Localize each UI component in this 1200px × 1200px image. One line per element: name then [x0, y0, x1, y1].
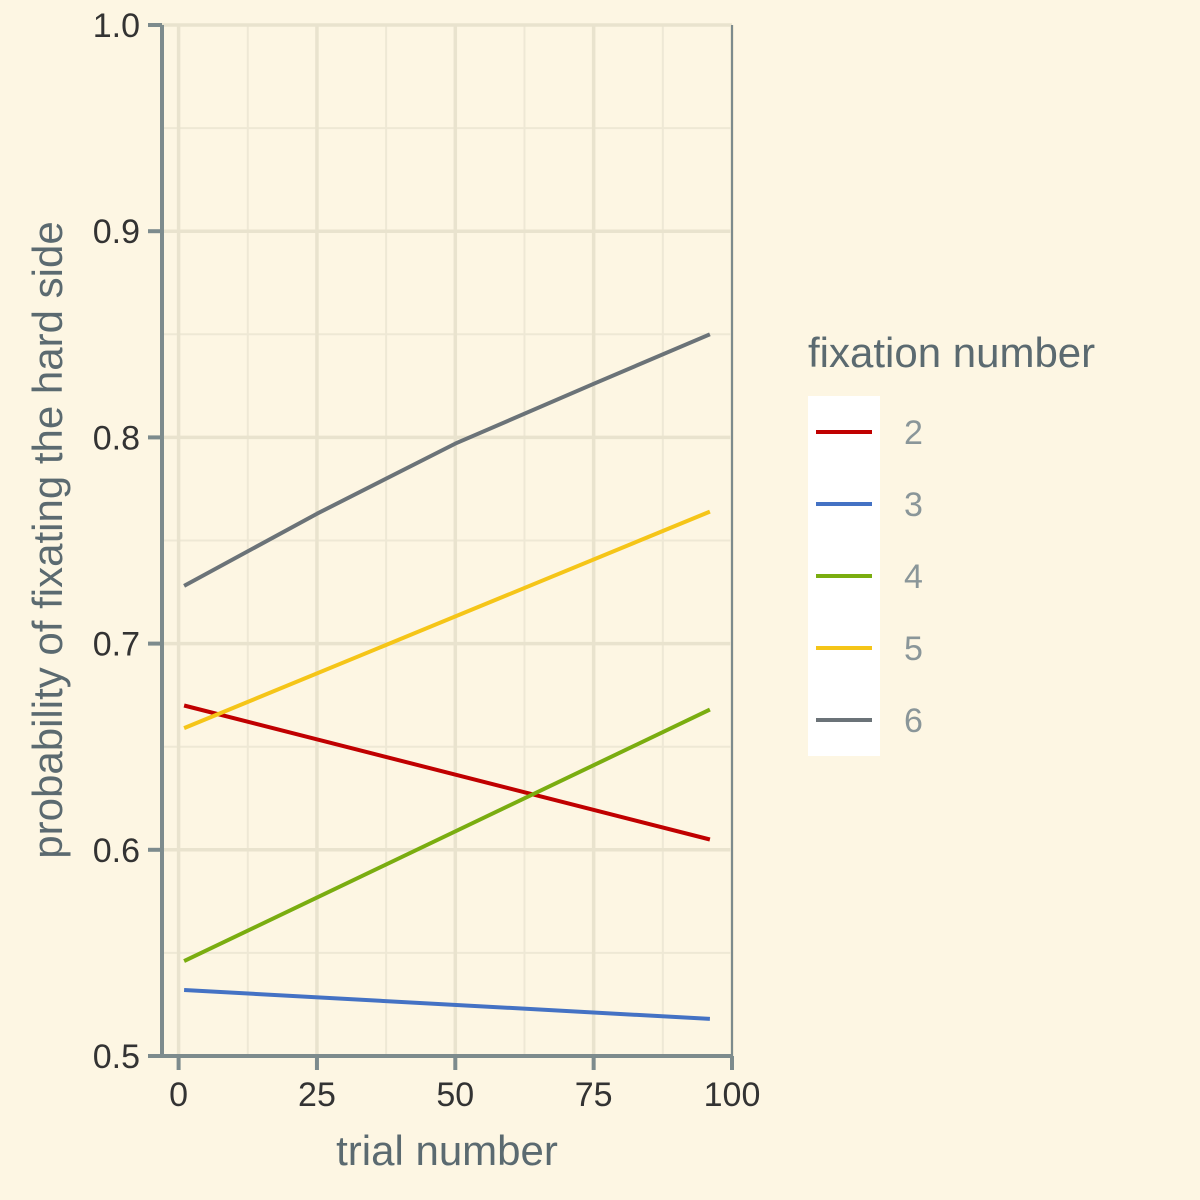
y-axis-title: probability of fixating the hard side — [24, 221, 71, 858]
legend-label-6: 6 — [904, 702, 923, 740]
x-tick-label: 100 — [704, 1076, 761, 1114]
x-tick-label: 25 — [298, 1076, 336, 1114]
tick-labels: 0.5 0.6 0.7 0.8 0.9 1.0 0 25 50 75 100 — [93, 7, 761, 1114]
series-line-4 — [183, 707, 711, 963]
legend-label-2: 2 — [904, 414, 923, 452]
legend-label-5: 5 — [904, 630, 923, 668]
series-line-2 — [183, 703, 711, 842]
legend: fixation number 2 3 4 5 6 — [808, 329, 1095, 756]
y-tick-label: 0.8 — [93, 419, 140, 457]
series-line-6 — [183, 332, 711, 588]
series-line-5 — [183, 509, 711, 730]
x-tick-label: 0 — [169, 1076, 188, 1114]
y-tick-label: 0.6 — [93, 832, 140, 870]
legend-label-4: 4 — [904, 558, 923, 596]
y-tick-label: 0.7 — [93, 626, 140, 664]
series-lines — [183, 332, 711, 1021]
y-tick-label: 0.9 — [93, 213, 140, 251]
y-tick-label: 0.5 — [93, 1038, 140, 1076]
series-line-3 — [183, 988, 711, 1021]
x-tick-label: 50 — [436, 1076, 474, 1114]
legend-title: fixation number — [808, 329, 1095, 376]
legend-label-3: 3 — [904, 486, 923, 524]
y-tick-label: 1.0 — [93, 7, 140, 45]
x-axis-title: trial number — [336, 1127, 558, 1174]
x-tick-label: 75 — [575, 1076, 613, 1114]
axes — [148, 23, 734, 1070]
